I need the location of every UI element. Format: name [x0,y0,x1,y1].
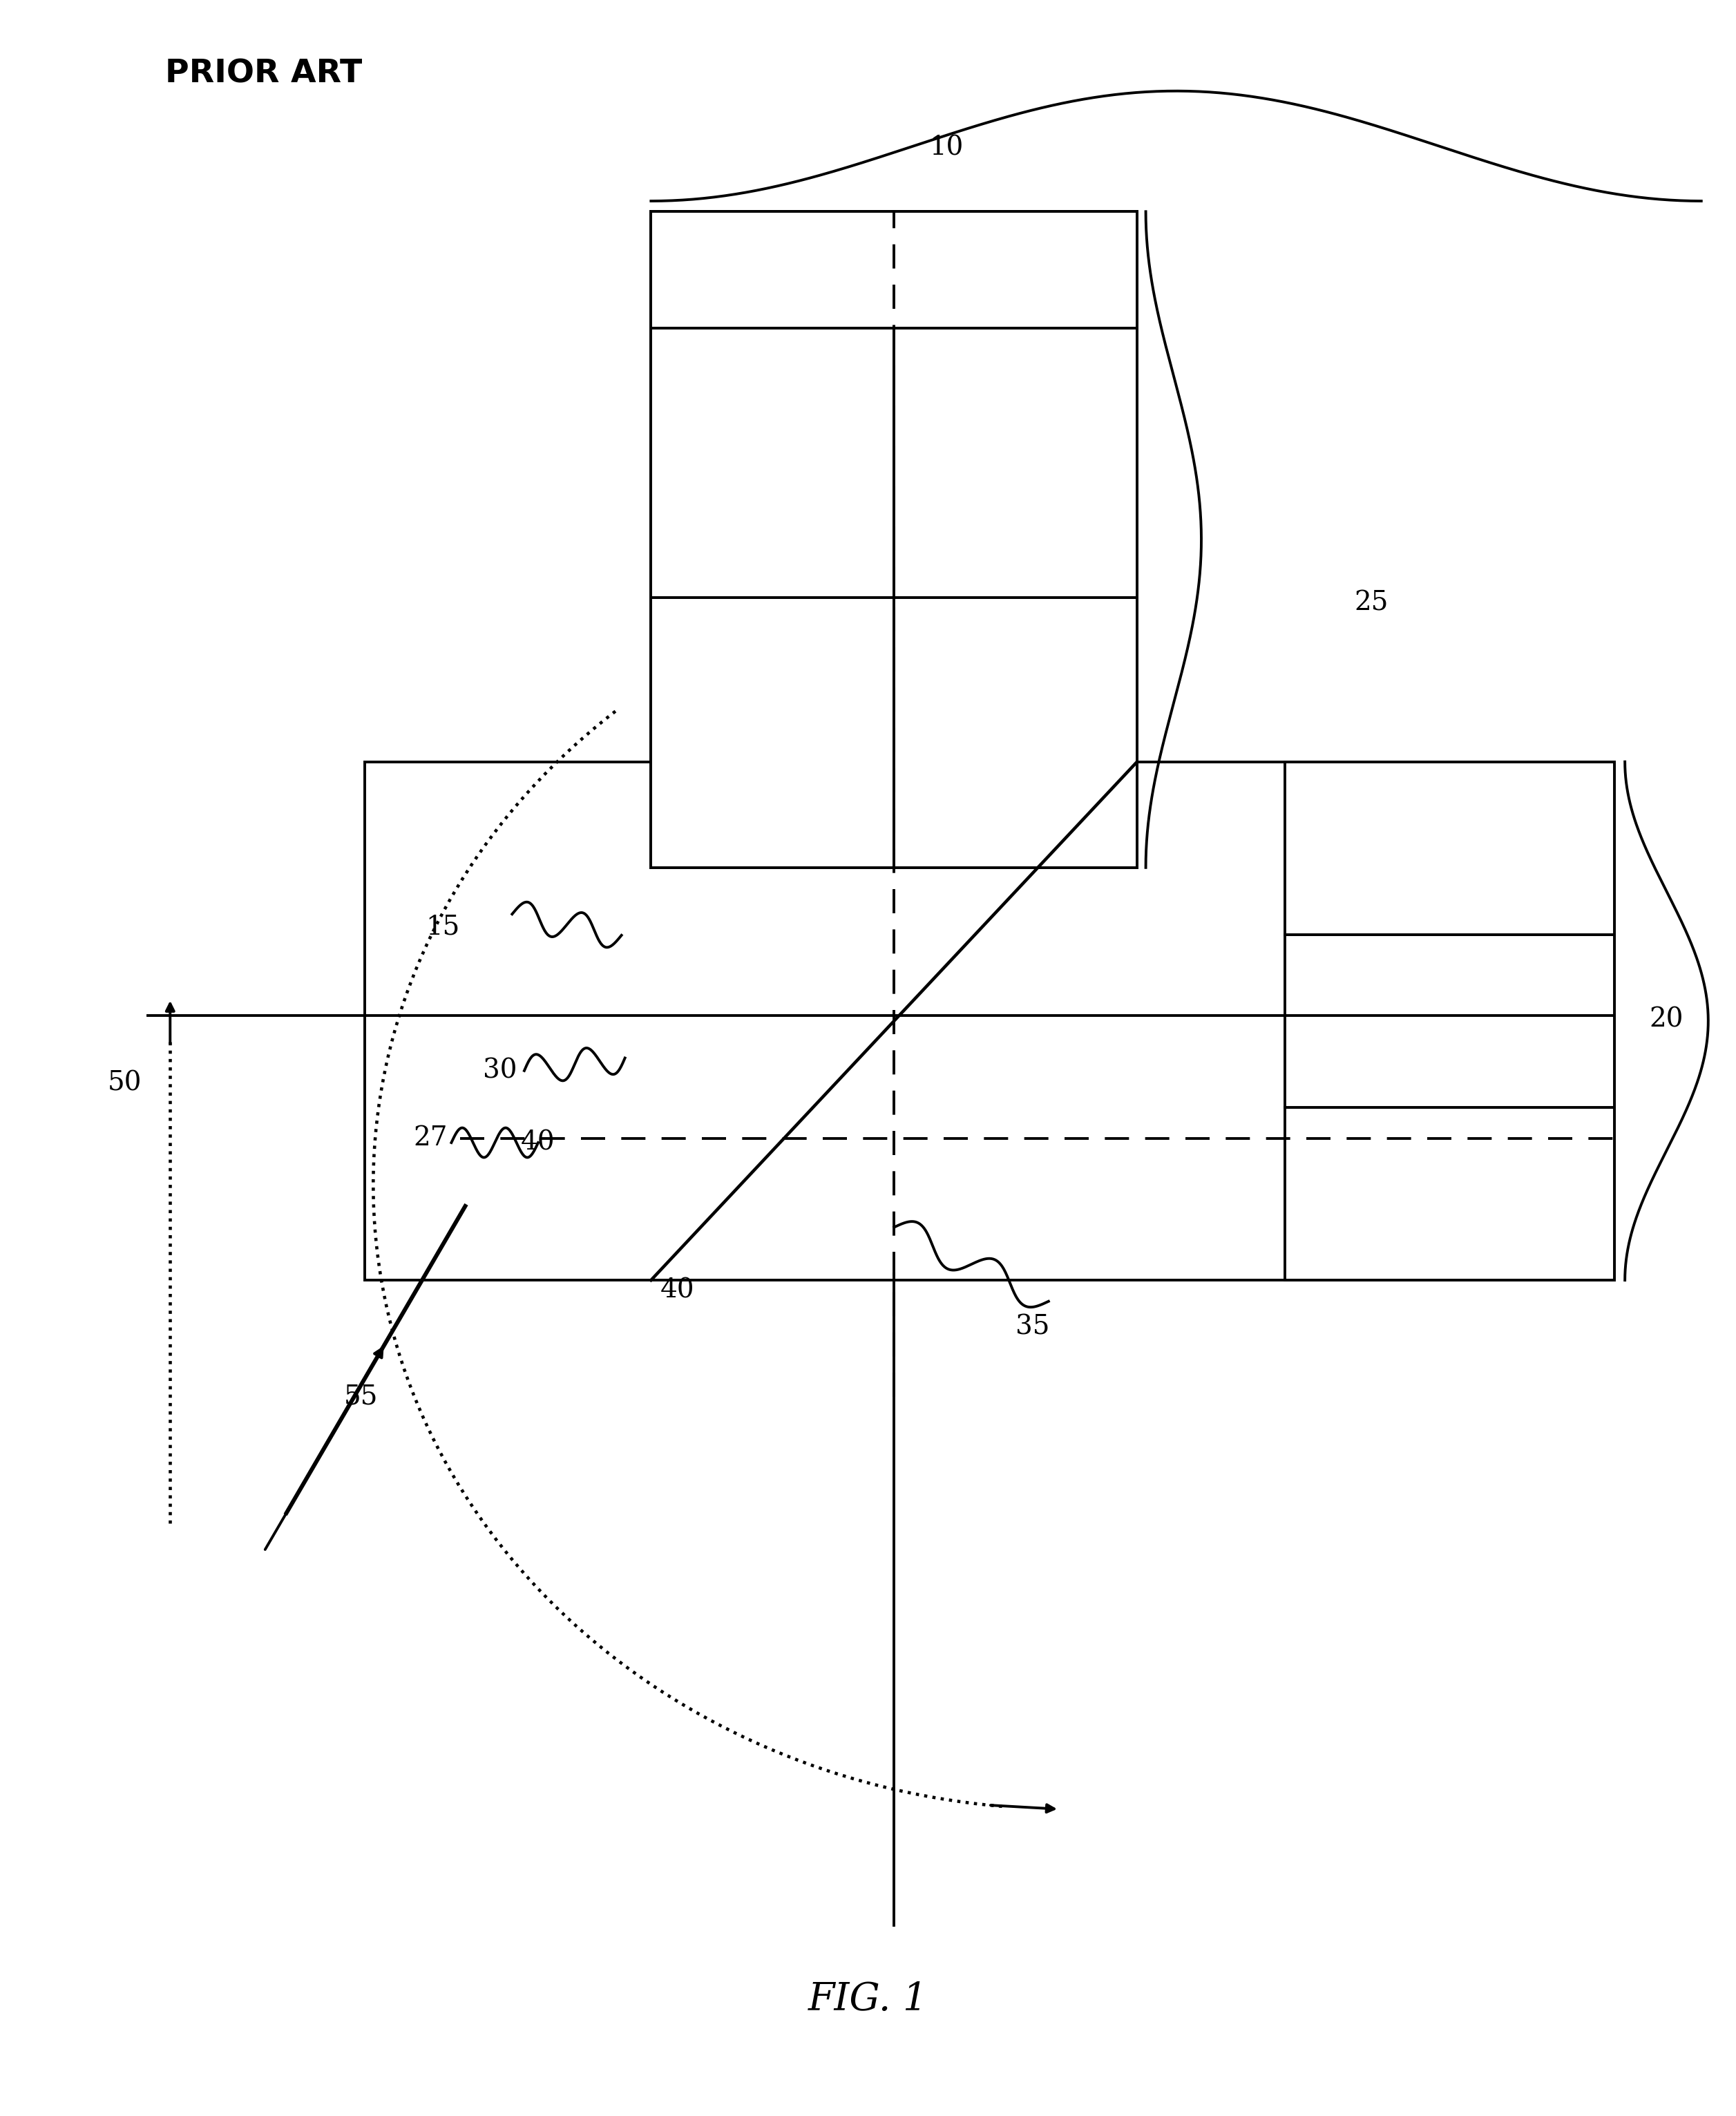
Bar [651,599,894,868]
Bar [651,212,1137,868]
Text: 35: 35 [1016,1314,1050,1339]
Text: 50: 50 [108,1071,142,1096]
Text: 40: 40 [660,1278,694,1303]
Text: 10: 10 [929,135,963,161]
Text: 27: 27 [413,1126,448,1151]
Bar [894,599,1137,868]
Text: 20: 20 [1649,1007,1684,1033]
Bar [1285,1107,1614,1280]
Bar [1285,762,1614,935]
Text: 55: 55 [344,1384,378,1409]
Bar [365,762,1614,1280]
Bar [651,212,1137,328]
Text: FIG. 1: FIG. 1 [809,1981,927,2019]
Bar [1285,935,1614,1107]
Text: 25: 25 [1354,590,1389,616]
Bar [894,328,1137,599]
Text: PRIOR ART: PRIOR ART [165,59,363,89]
Bar [651,328,894,599]
Text: 40: 40 [521,1130,556,1155]
Text: 15: 15 [425,914,460,940]
Text: 30: 30 [483,1058,517,1083]
